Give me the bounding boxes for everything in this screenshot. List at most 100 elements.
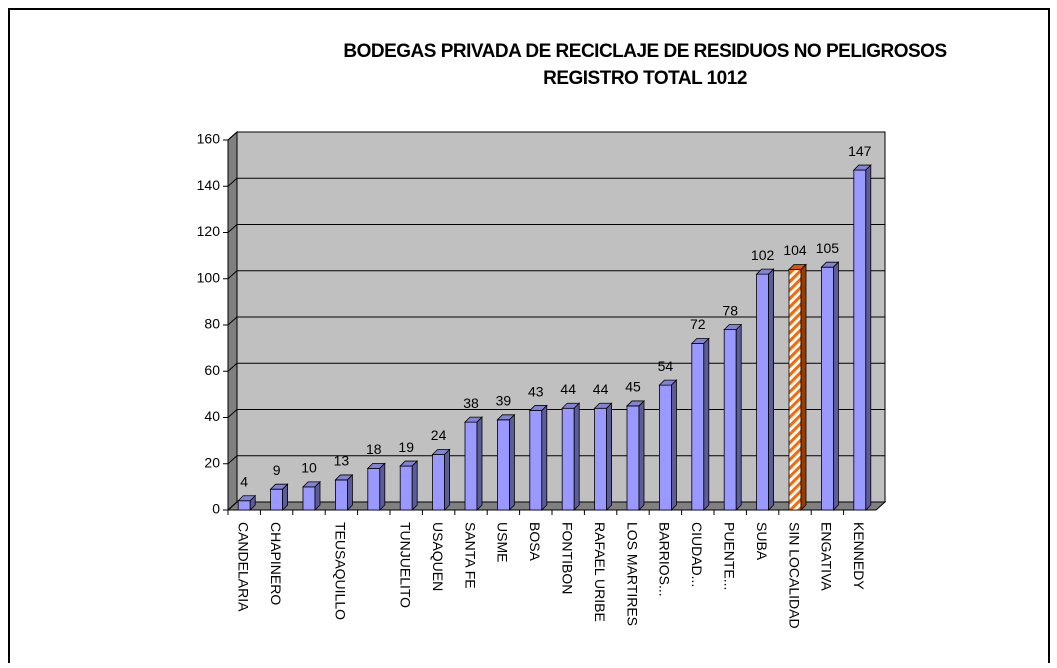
data-label: 9 [273,462,281,478]
data-label: 102 [751,247,775,263]
x-tick-label: LOS MARTIRES [624,522,640,626]
data-label: 44 [560,381,576,397]
data-label: 18 [366,441,382,457]
x-tick-label: SUBA [754,522,770,561]
bar-side [282,483,289,511]
data-label: 24 [431,427,447,443]
x-tick-label: SANTA FE [462,522,478,589]
bar [464,421,478,511]
bar [659,384,672,511]
bar [691,343,705,511]
bar-side [865,164,872,511]
bar [237,500,251,511]
grid-line [227,270,238,280]
y-tick-label: 140 [197,177,221,193]
y-tick-label: 60 [204,362,220,378]
chart-title: BODEGAS PRIVADA DE RECICLAJE DE RESIDUOS… [343,41,946,62]
bar [334,479,348,511]
bar-side [833,261,839,511]
data-label: 105 [816,240,840,256]
bar-side [249,494,256,511]
y-tick-label: 20 [204,454,220,470]
grid-line [227,409,238,418]
data-label: 78 [722,302,738,318]
bar-side [768,268,774,511]
bar [270,488,284,511]
x-tick-label: BARRIOS... [657,522,673,597]
x-tick-label: FONTIBON [559,522,575,594]
bar [626,405,640,511]
bar-side [606,402,612,511]
x-tick-label: SIN LOCALIDAD [786,522,802,629]
data-label: 13 [334,453,350,469]
grid-line [227,501,238,511]
data-label: 72 [690,316,706,332]
bar-side [444,448,451,511]
grid-line [227,177,238,187]
bar-side [573,402,580,511]
chart-subtitle: REGISTRO TOTAL 1012 [543,68,747,89]
floor [226,501,887,511]
y-tick-label: 0 [212,501,220,517]
bar [529,410,543,511]
bar-side [476,416,483,511]
bar-side [800,263,807,511]
x-tick-label: USAQUEN [430,522,446,591]
grid-line [227,131,238,141]
bar [432,454,446,511]
x-tick-label: KENNEDY [851,522,867,590]
y-tick-label: 40 [204,408,220,424]
y-tick-label: 160 [197,131,221,147]
bar-side [735,323,742,511]
bar-side [346,473,353,511]
bar-side [541,404,548,511]
grid-line [227,455,238,465]
bar [723,329,737,511]
y-tick-label: 100 [197,269,221,285]
data-label: 4 [240,473,248,489]
data-label: 43 [528,383,544,399]
bar-side [703,337,710,511]
bar-side [508,413,515,511]
data-label: 54 [658,358,674,374]
bar-side [379,462,386,511]
data-label: 39 [496,393,512,409]
x-tick-label: BOSA [527,522,543,562]
bar-side [411,460,418,511]
y-tick-label: 120 [197,223,221,239]
bar [496,419,510,511]
grid-line [227,224,238,233]
data-label: 104 [783,242,807,258]
bar [367,467,381,511]
bar-side [314,480,321,511]
bar [788,269,802,511]
x-tick-label: USME [495,522,511,562]
data-label: 19 [398,439,414,455]
data-label: 147 [848,143,872,159]
bar [756,273,769,511]
bar [399,465,413,511]
bar [561,407,575,511]
x-tick-label: ENGATIVA [819,522,835,591]
x-tick-label: PUENTE... [721,522,737,590]
frame [8,8,1050,663]
x-tick-label: CANDELARIA [235,522,251,612]
x-tick-label: TUNJUELITO [397,522,413,608]
bar-side [638,399,645,511]
x-tick-label: TEUSAQUILLO [333,522,349,620]
data-label: 38 [463,395,479,411]
data-label: 10 [301,460,317,476]
x-tick-label: CIUDAD... [689,522,705,587]
bar [853,169,867,511]
bar-side [671,379,677,511]
grid-line [227,362,238,372]
bar [302,486,316,511]
bar [821,266,834,511]
data-label: 44 [593,381,609,397]
x-tick-label: RAFAEL URIBE [592,522,608,622]
bar [594,407,607,511]
y-tick-label: 80 [204,316,220,332]
data-label: 45 [625,379,641,395]
x-tick-label: CHAPINERO [268,522,284,605]
